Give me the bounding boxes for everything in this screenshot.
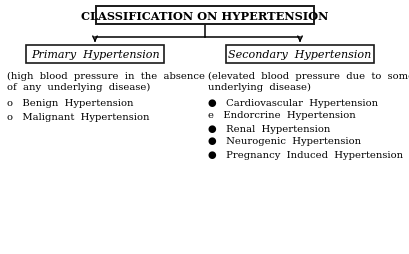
Text: ●   Pregnancy  Induced  Hypertension: ● Pregnancy Induced Hypertension [207,150,402,159]
FancyBboxPatch shape [225,46,373,64]
Text: Primary  Hypertension: Primary Hypertension [31,50,159,60]
Text: of  any  underlying  disease): of any underlying disease) [7,82,150,91]
Text: ●   Renal  Hypertension: ● Renal Hypertension [207,124,330,133]
Text: (high  blood  pressure  in  the  absence: (high blood pressure in the absence [7,71,204,80]
FancyBboxPatch shape [96,7,313,25]
Text: o   Malignant  Hypertension: o Malignant Hypertension [7,112,149,121]
Text: o   Benign  Hypertension: o Benign Hypertension [7,98,133,107]
Text: underlying  disease): underlying disease) [207,82,310,91]
Text: e   Endorcrine  Hypertension: e Endorcrine Hypertension [207,111,355,120]
Text: ●   Neurogenic  Hypertension: ● Neurogenic Hypertension [207,137,360,146]
Text: (elevated  blood  pressure  due  to  some: (elevated blood pressure due to some [207,71,409,80]
Text: CLASSIFICATION ON HYPERTENSION: CLASSIFICATION ON HYPERTENSION [81,10,328,21]
Text: ●   Cardiovascular  Hypertension: ● Cardiovascular Hypertension [207,98,377,107]
Text: Secondary  Hypertension: Secondary Hypertension [228,50,371,60]
FancyBboxPatch shape [26,46,164,64]
